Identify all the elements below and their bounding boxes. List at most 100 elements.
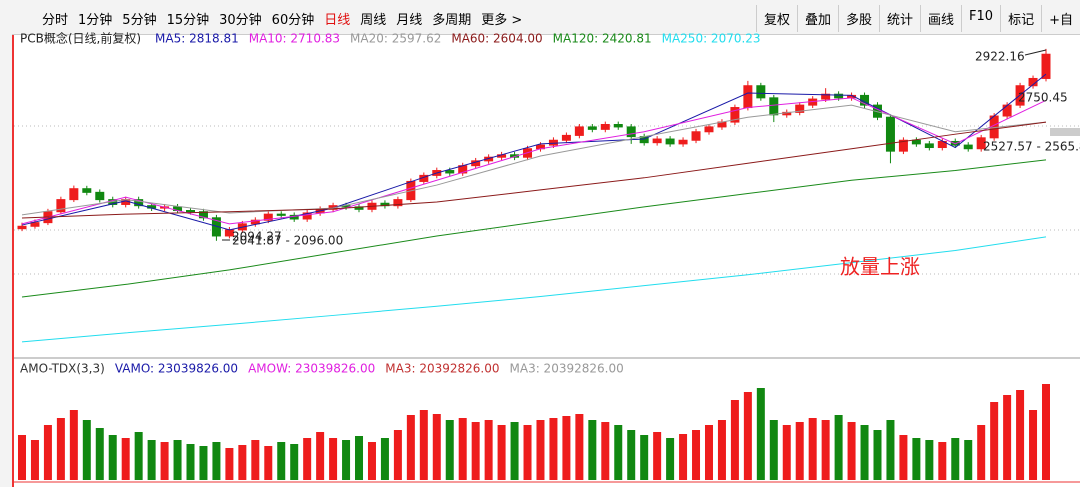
candle-body-fill	[782, 112, 791, 115]
volume-bar	[964, 440, 973, 480]
volume-bar	[653, 432, 662, 480]
candle-body	[924, 143, 934, 149]
candle-body	[911, 139, 921, 145]
volume-bar	[290, 444, 299, 480]
period-tab[interactable]: 更多 >	[481, 13, 523, 28]
volume-bar	[756, 388, 765, 480]
tool-button[interactable]: +自	[1041, 5, 1080, 32]
tool-button[interactable]: 叠加	[796, 5, 838, 32]
candle-body-fill	[251, 220, 260, 224]
candle-body-fill	[30, 222, 39, 227]
volume-bar	[18, 435, 26, 480]
annotation: 放量上涨	[840, 255, 920, 279]
candle-body	[769, 97, 779, 116]
candle-body	[626, 126, 636, 138]
candle-body-fill	[1003, 105, 1012, 117]
candle-body-fill	[18, 226, 26, 229]
candle-body	[834, 93, 844, 99]
tool-button[interactable]: 统计	[879, 5, 920, 32]
volume-bar	[432, 414, 441, 480]
candle-body	[613, 124, 623, 128]
volume-bar	[575, 414, 584, 480]
legend-entry: MA120: 2420.81	[553, 32, 652, 46]
candle-body-fill	[121, 199, 130, 205]
volume-bar	[536, 420, 545, 480]
annotation: 2527.57 - 2565.8	[983, 140, 1080, 154]
legend-entry: MA20: 2597.62	[350, 32, 441, 46]
legend-entry: MA10: 2710.83	[249, 32, 340, 46]
volume-bar	[860, 425, 869, 480]
tool-button[interactable]: F10	[961, 5, 1000, 32]
volume-bar	[730, 400, 739, 480]
volume-bar	[147, 440, 156, 480]
volume-bar	[212, 442, 221, 480]
candle-body-fill	[704, 126, 713, 132]
volume-bar	[484, 420, 493, 480]
period-tab[interactable]: 分时	[42, 13, 69, 28]
volume-bar	[380, 438, 389, 480]
volume-bar	[951, 438, 960, 480]
period-tab[interactable]: 30分钟	[219, 13, 262, 28]
volume-bar	[640, 435, 649, 480]
annotation: 2922.16	[975, 50, 1025, 64]
volume-bar	[795, 422, 804, 480]
volume-legend-entry: MA3: 20392826.00	[510, 362, 624, 376]
volume-bar	[666, 438, 675, 480]
volume-bar	[316, 432, 325, 480]
ma-line	[21, 236, 1047, 343]
tool-button[interactable]: 复权	[755, 5, 797, 32]
volume-legend-entry: AMOW: 23039826.00	[248, 362, 375, 376]
candle-body	[198, 211, 208, 219]
candle-body	[186, 210, 196, 213]
volume-bar	[121, 438, 130, 480]
volume-bar	[977, 425, 986, 480]
candle-body-fill	[393, 199, 402, 206]
period-tab[interactable]: 60分钟	[271, 13, 315, 28]
volume-bar	[56, 418, 65, 480]
volume-bar	[173, 440, 182, 480]
volume-bar	[471, 422, 480, 480]
candle-body	[756, 85, 766, 99]
volume-bar	[329, 438, 338, 480]
volume-bar	[199, 446, 208, 480]
candle-body-fill	[419, 175, 428, 182]
tool-button[interactable]: 标记	[1000, 5, 1041, 32]
volume-bar	[925, 440, 934, 480]
candle-body-fill	[536, 145, 545, 149]
period-tab[interactable]: 周线	[360, 13, 387, 28]
toolbar: 分时 1分钟 5分钟 15分钟 30分钟 60分钟 日线 周线 月线 多周期 更多 > 复权 叠加 多股统…	[12, 0, 1080, 35]
ma-line	[21, 121, 1047, 219]
ma-line	[21, 97, 1047, 225]
volume-bar	[990, 402, 999, 480]
volume-bar	[419, 410, 428, 480]
volume-bar	[355, 436, 364, 480]
candle-body-fill	[303, 212, 312, 219]
candle-body-fill	[549, 140, 558, 146]
period-tab[interactable]: 15分钟	[166, 13, 210, 28]
tool-button[interactable]: 画线	[920, 5, 961, 32]
volume-bar	[834, 415, 843, 480]
period-tabs: 分时 1分钟 5分钟 15分钟 30分钟 60分钟 日线 周线 月线 多周期 更多 >	[42, 9, 522, 28]
tool-button[interactable]: 多股	[838, 5, 879, 32]
candle-body-fill	[497, 154, 506, 158]
period-tab[interactable]: 1分钟	[78, 13, 113, 28]
period-tab[interactable]: 日线	[324, 13, 351, 28]
volume-bar	[277, 442, 286, 480]
candle-body-fill	[847, 95, 856, 98]
annotation: 2094.27	[232, 230, 282, 244]
candle-body-fill	[899, 140, 908, 152]
period-tab[interactable]: 月线	[396, 13, 423, 28]
candle-body-fill	[990, 116, 999, 138]
volume-bar	[30, 440, 39, 480]
candle-body	[587, 126, 597, 130]
volume-bar	[743, 392, 752, 480]
volume-bar	[367, 442, 376, 480]
candle-body-fill	[458, 165, 467, 173]
tool-buttons: 复权 叠加 多股 统计 画线 F10 标记 +自	[755, 5, 1080, 32]
volume-bar	[704, 425, 713, 480]
period-tab[interactable]: 多周期	[432, 13, 472, 28]
candle-body-fill	[225, 229, 234, 236]
candle-body-fill	[1042, 54, 1050, 79]
candle-body-fill	[717, 122, 726, 127]
period-tab[interactable]: 5分钟	[122, 13, 157, 28]
